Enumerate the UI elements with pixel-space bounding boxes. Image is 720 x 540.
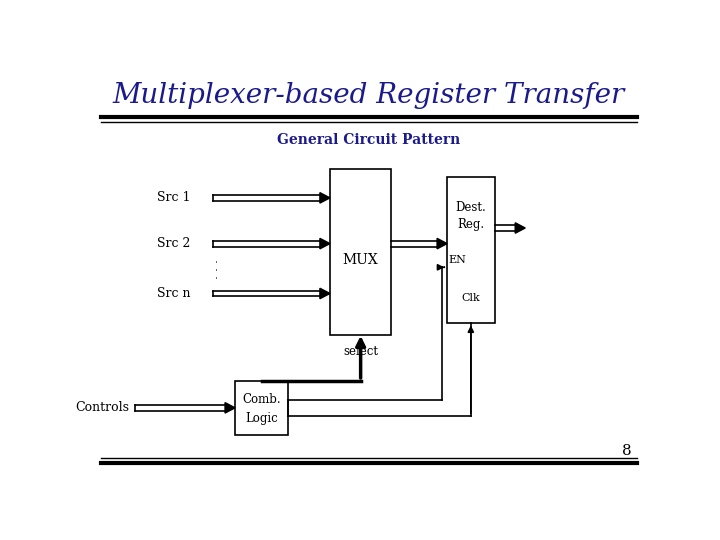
Polygon shape <box>320 288 330 299</box>
Text: EN: EN <box>449 255 467 265</box>
Text: Controls: Controls <box>75 401 129 414</box>
Bar <box>447 177 495 322</box>
Text: Multiplexer-based Register Transfer: Multiplexer-based Register Transfer <box>113 83 625 110</box>
Text: Src 1: Src 1 <box>157 191 190 204</box>
Text: Clk: Clk <box>462 293 480 303</box>
Text: 8: 8 <box>621 444 631 458</box>
Polygon shape <box>320 193 330 203</box>
Text: Dest.: Dest. <box>456 201 486 214</box>
Text: select: select <box>343 345 378 358</box>
Bar <box>330 168 392 335</box>
Polygon shape <box>437 238 447 249</box>
Text: Reg.: Reg. <box>457 218 485 231</box>
Text: Src n: Src n <box>157 287 190 300</box>
Polygon shape <box>225 403 235 413</box>
Polygon shape <box>516 223 526 233</box>
Text: Logic: Logic <box>246 412 278 425</box>
Bar <box>235 381 288 435</box>
Text: General Circuit Pattern: General Circuit Pattern <box>277 133 461 147</box>
Text: · · ·: · · · <box>212 259 225 279</box>
Polygon shape <box>320 238 330 249</box>
Text: MUX: MUX <box>343 253 379 267</box>
Text: Src 2: Src 2 <box>157 237 190 250</box>
Text: Comb.: Comb. <box>242 393 281 406</box>
